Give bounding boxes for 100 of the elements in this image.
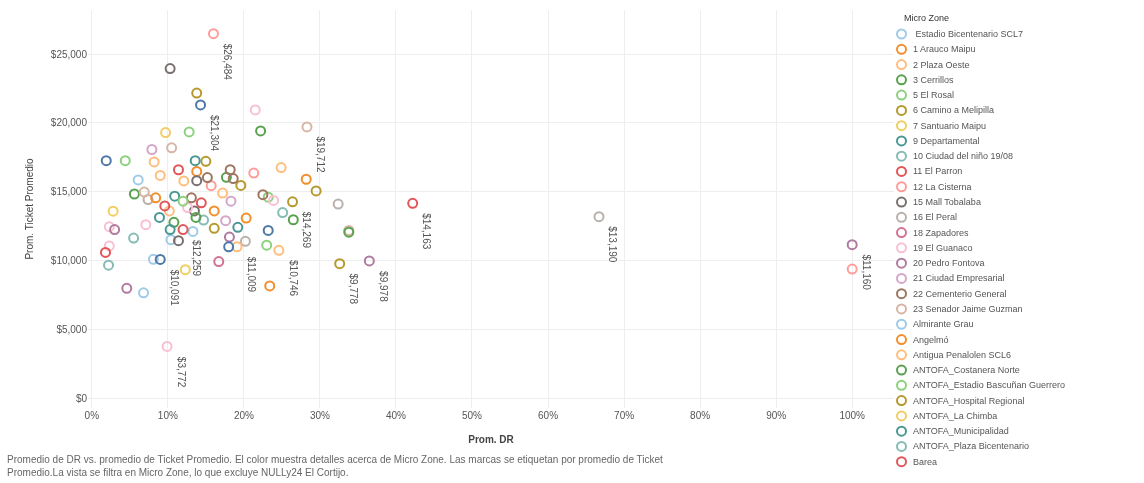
point [148,156,160,168]
point [208,222,220,234]
point [187,225,199,237]
y-tick-label: $0 [75,392,88,404]
point [255,125,267,137]
point [200,155,212,167]
legend-label: 2 Plaza Oeste [913,60,970,70]
point [268,194,280,206]
point [179,264,191,276]
x-tick-label: 100% [839,410,866,421]
legend-label: 7 Santuario Maipu [913,121,987,131]
point [249,104,261,116]
point [257,189,269,201]
point [177,195,189,207]
legend-label: ANTOFA_Costanera Norte [913,365,1020,375]
legend-label: 6 Camino a Melipilla [913,105,995,115]
point [188,205,200,217]
data-label: $3,772 [175,356,187,388]
point [103,240,115,252]
data-label: $21,304 [209,114,221,152]
x-tick-label: 50% [461,410,483,421]
x-tick-label: 0% [84,410,100,421]
x-tick-label: 10% [157,410,178,421]
point [261,239,273,251]
point [224,164,236,176]
data-label: $14,163 [421,213,433,250]
legend-label: 21 Ciudad Empresarial [913,273,1005,283]
point [191,175,203,187]
text: Promedio de DR vs. promedio de Ticket Promedio. El color muestra detalles acerca de Micro Zone. Las marcas se etiquetan por promedio de Ticket Promedio.La vista se filtra en Micro Zone, lo que excluye NULLy24 El Cortijo. [7,454,664,478]
point [154,253,166,265]
data-label: $19,712 [315,136,327,173]
point [138,186,150,198]
point [220,215,232,227]
x-tick-label: 30% [309,410,331,421]
point [103,221,115,233]
point [235,179,247,191]
point [138,287,150,299]
point [109,224,121,236]
point [198,214,210,226]
legend-label: 1 Arauco Maipu [913,44,976,54]
data-label: $12,259 [191,239,203,277]
point [593,211,605,223]
point [239,235,251,247]
point [160,127,172,139]
legend-label: 10 Ciudad del niño 19/08 [913,151,1014,161]
point [107,205,119,217]
legend-label: 5 El Rosal [913,90,955,100]
data-label: $10,746 [287,260,299,297]
point [121,282,133,294]
legend-label: 20 Pedro Fontova [913,258,985,268]
legend-label: 23 Senador Jaime Guzman [913,304,1023,314]
legend-label: 12 La Cisterna [913,182,972,192]
point [161,340,173,352]
point [220,171,232,183]
legend-label: Angelmó [913,335,949,345]
y-tick-label: $10,000 [50,255,88,267]
point [128,188,140,200]
point [332,198,344,210]
point [231,241,243,253]
legend-label: Estadio Bicentenario SCL7 [913,29,1024,39]
point [334,258,346,270]
point [183,126,195,138]
point [232,221,244,233]
point [119,155,131,167]
point [248,167,260,179]
y-axis-title: Prom. Ticket Promedio [23,158,35,260]
legend-title: Micro Zone [904,13,950,23]
legend-label: Antigua Penalolen SCL6 [913,350,1012,360]
x-axis-title: Prom. DR [468,433,515,445]
y-tick-label: $5,000 [56,324,88,335]
legend-label: 15 Mall Tobalaba [913,197,981,207]
point [277,207,289,219]
legend-label: ANTOFA_Plaza Bicentenario [913,441,1029,451]
data-label: $11,160 [860,254,872,291]
legend-label: 9 Departamental [913,136,980,146]
legend-label: ANTOFA_Hospital Regional [913,396,1025,406]
point [153,211,165,223]
point [301,121,313,133]
point [128,232,140,244]
point [189,155,201,167]
point [190,211,202,223]
point [201,172,213,184]
y-tick-label: $15,000 [50,186,88,198]
point [310,185,322,197]
data-label: $10,091 [169,269,181,307]
point [300,173,312,185]
x-tick-label: 70% [614,410,635,421]
point [99,246,111,258]
point [147,253,159,265]
point [208,205,220,217]
data-label: $9,978 [377,271,389,303]
point [164,63,176,75]
point [262,191,274,203]
point [146,144,158,156]
data-label: $14,269 [300,211,312,249]
legend-label: 11 El Parron [913,166,963,176]
point [182,202,194,214]
legend-label: 19 El Guanaco [913,243,973,253]
legend-label: ANTOFA_Municipalidad [913,426,1009,436]
data-label: $13,190 [607,226,619,263]
